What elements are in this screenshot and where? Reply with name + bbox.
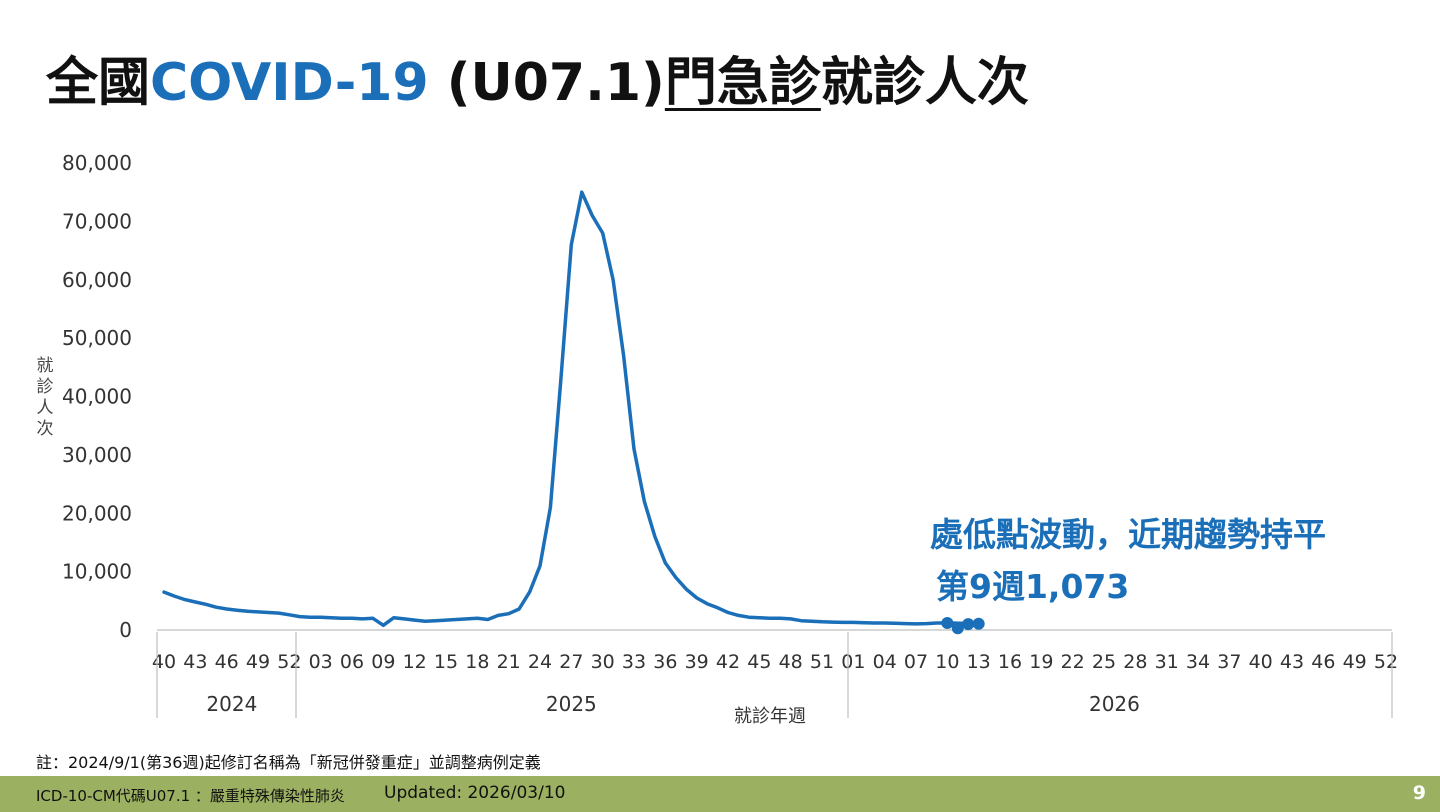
recent-point — [962, 618, 975, 631]
page-number: 9 — [1412, 782, 1426, 804]
x-tick-label: 30 — [591, 651, 615, 673]
x-tick-label: 06 — [340, 651, 364, 673]
line-chart: 0 10,000 20,000 30,000 40,000 50,000 60,000 70,… — [62, 151, 1398, 727]
footer-bar: ICD-10-CM代碼U07.1 ：嚴重特殊傳染性肺炎 Updated: 202… — [0, 776, 1440, 812]
x-tick-label: 04 — [873, 651, 897, 673]
x-tick-label: 16 — [998, 651, 1022, 673]
x-tick-label: 36 — [653, 651, 677, 673]
title-highlight: COVID-19 — [150, 53, 429, 113]
x-tick-label: 15 — [434, 651, 458, 673]
x-tick-label: 07 — [904, 651, 928, 673]
y-tick-label: 10,000 — [62, 560, 132, 584]
y-tick-label: 0 — [119, 618, 132, 642]
x-tick-label: 24 — [528, 651, 552, 673]
x-tick-label: 31 — [1155, 651, 1179, 673]
x-tick-label: 51 — [810, 651, 834, 673]
title-prefix: 全國 — [46, 53, 151, 113]
x-tick-label: 52 — [277, 651, 301, 673]
x-tick-label: 01 — [841, 651, 865, 673]
y-tick-label: 20,000 — [62, 501, 132, 525]
page-title: 全國COVID-19 (U07.1)門急診就診人次 — [46, 40, 1029, 115]
recent-point — [951, 622, 964, 635]
x-tick-label: 52 — [1374, 651, 1398, 673]
x-tick-label: 33 — [622, 651, 646, 673]
x-tick-label: 09 — [371, 651, 395, 673]
y-tick-label: 30,000 — [62, 443, 132, 467]
recent-point — [941, 616, 954, 629]
recent-point — [972, 617, 985, 630]
callout-trend: 處低點波動，近期趨勢持平 — [930, 515, 1326, 554]
x-tick-label: 03 — [309, 651, 333, 673]
year-label: 2025 — [546, 692, 597, 716]
x-tick-label: 45 — [747, 651, 771, 673]
x-tick-label: 21 — [497, 651, 521, 673]
x-tick-label: 49 — [1343, 651, 1367, 673]
y-tick-label: 70,000 — [62, 209, 132, 233]
y-axis-title: 就診人次 — [36, 356, 54, 439]
x-tick-label: 43 — [1280, 651, 1304, 673]
x-tick-label: 34 — [1186, 651, 1210, 673]
x-tick-label: 40 — [1249, 651, 1273, 673]
y-tick-label: 50,000 — [62, 326, 132, 350]
footnote: 註：2024/9/1(第36週)起修訂名稱為「新冠併發重症」並調整病例定義 — [36, 753, 541, 772]
x-tick-label: 13 — [967, 651, 991, 673]
year-label: 2026 — [1089, 692, 1140, 716]
x-tick-label: 43 — [183, 651, 207, 673]
series-line — [162, 190, 981, 628]
y-tick-label: 40,000 — [62, 385, 132, 409]
footer-icd-text: ICD-10-CM代碼U07.1 ：嚴重特殊傳染性肺炎 — [36, 787, 345, 805]
x-tick-label: 40 — [152, 651, 176, 673]
title-code: (U07.1) — [428, 53, 665, 113]
footer-updated: Updated: 2026/03/10 — [384, 783, 566, 803]
x-tick-label: 46 — [215, 651, 239, 673]
x-tick-label: 12 — [403, 651, 427, 673]
title-underlined: 門急診 — [664, 53, 821, 113]
x-tick-label: 39 — [685, 651, 709, 673]
x-tick-label: 18 — [465, 651, 489, 673]
y-tick-label: 60,000 — [62, 268, 132, 292]
x-tick-label: 25 — [1092, 651, 1116, 673]
x-tick-label: 46 — [1311, 651, 1335, 673]
x-tick-label: 28 — [1123, 651, 1147, 673]
x-tick-label: 10 — [935, 651, 959, 673]
x-tick-label: 48 — [779, 651, 803, 673]
x-tick-label: 37 — [1217, 651, 1241, 673]
title-suffix: 就診人次 — [820, 53, 1029, 113]
y-tick-label: 80,000 — [62, 151, 132, 175]
x-tick-label: 42 — [716, 651, 740, 673]
callout-latest-value: 第9週1,073 — [936, 567, 1130, 606]
x-tick-label: 19 — [1029, 651, 1053, 673]
x-tick-label: 49 — [246, 651, 270, 673]
year-label: 2024 — [206, 692, 257, 716]
x-axis-title: 就診年週 — [734, 706, 806, 727]
x-tick-label: 27 — [559, 651, 583, 673]
x-tick-label: 22 — [1061, 651, 1085, 673]
